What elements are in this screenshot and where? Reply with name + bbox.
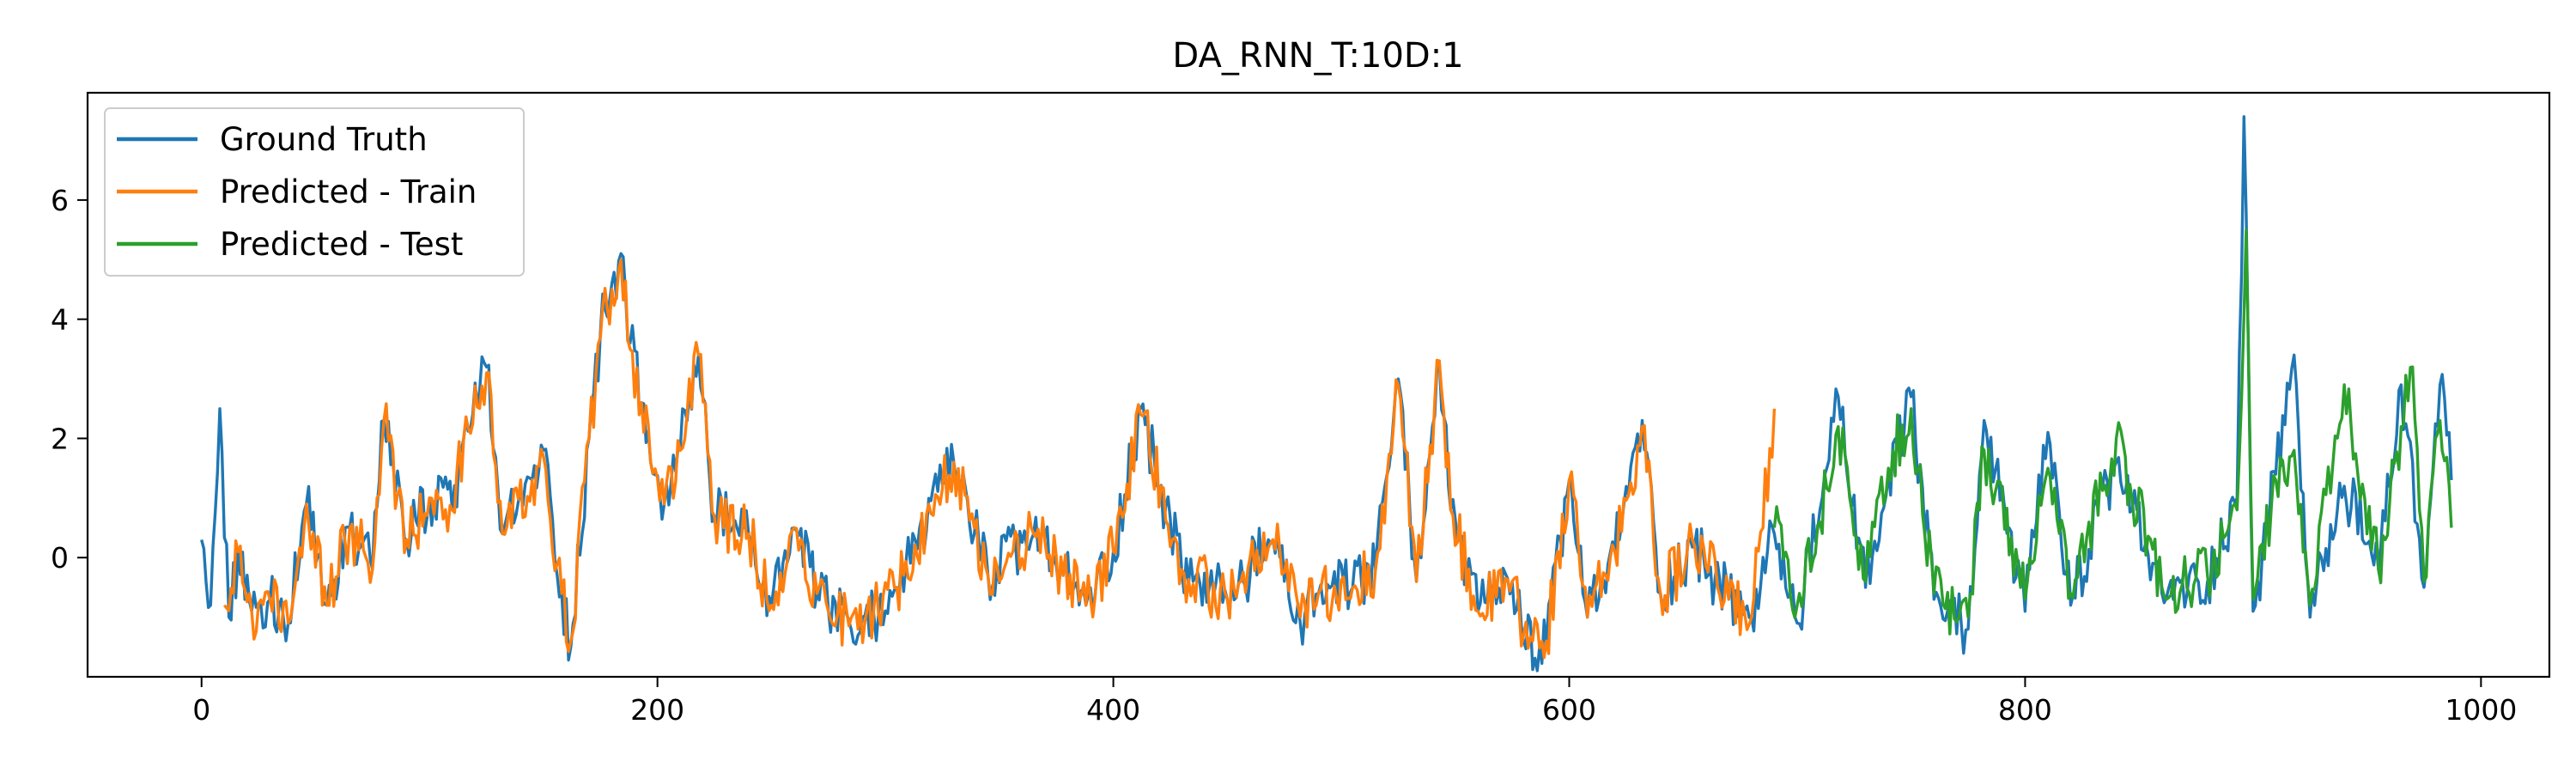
chart-title: DA_RNN_T:10D:1 [1172, 36, 1463, 76]
legend-label: Predicted - Test [220, 226, 463, 263]
series-layer [200, 115, 2453, 673]
legend-box [104, 107, 525, 277]
x-tick-label: 800 [1998, 693, 2052, 727]
legend: Ground Truth Predicted - Train Predicted -… [104, 107, 525, 277]
x-tick-label: 600 [1542, 693, 1596, 727]
series-line-predicted-train [222, 258, 1777, 660]
y-tick-label: 0 [51, 541, 69, 575]
series-line-predicted-test [1772, 228, 2453, 636]
x-tick-label: 400 [1086, 693, 1140, 727]
x-tick-label: 1000 [2445, 693, 2517, 727]
y-axis: 0 2 4 6 [51, 184, 88, 575]
y-tick-label: 6 [51, 184, 69, 217]
legend-label: Predicted - Train [220, 173, 477, 210]
x-axis: 0 200 400 600 800 1000 [192, 677, 2517, 727]
x-tick-label: 200 [630, 693, 684, 727]
legend-label: Ground Truth [220, 121, 428, 158]
x-tick-label: 0 [192, 693, 210, 727]
plot-frame [86, 91, 2551, 679]
y-tick-label: 4 [51, 303, 69, 337]
y-tick-label: 2 [51, 422, 69, 455]
